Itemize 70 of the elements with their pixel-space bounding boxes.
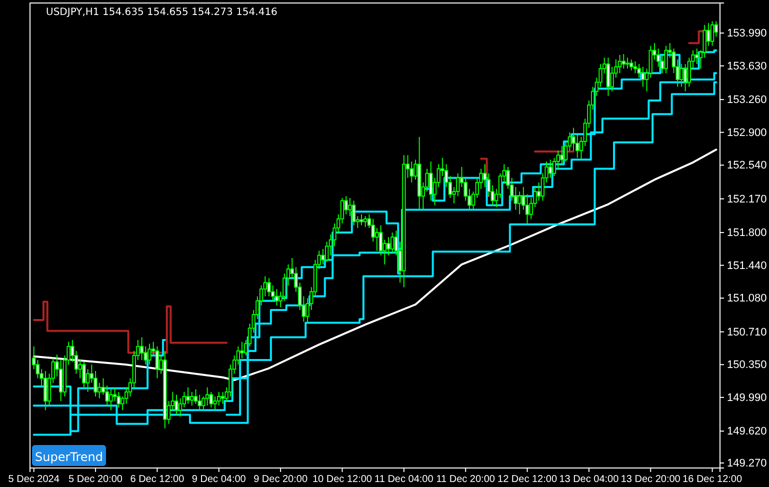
candlestick bbox=[390, 232, 394, 254]
x-tick-label: 13 Dec 04:00 bbox=[559, 474, 620, 486]
candlestick bbox=[633, 60, 638, 74]
candlestick bbox=[213, 396, 217, 411]
candlestick bbox=[606, 57, 610, 96]
annotation: SuperTrend bbox=[35, 450, 103, 464]
candlestick bbox=[267, 278, 271, 297]
candlestick bbox=[710, 20, 714, 46]
x-tick-label: 5 Dec 20:00 bbox=[68, 474, 123, 486]
candlestick bbox=[360, 214, 364, 226]
y-tick-label: 153.630 bbox=[727, 60, 767, 72]
y-tick-label: 150.350 bbox=[727, 359, 767, 372]
candlestick bbox=[98, 382, 102, 399]
candlestick bbox=[190, 391, 194, 406]
x-tick-label: 6 Dec 12:00 bbox=[130, 474, 185, 486]
candlestick bbox=[109, 388, 113, 411]
candlestick bbox=[536, 182, 541, 202]
y-tick-label: 151.800 bbox=[727, 227, 767, 240]
x-tick-label: 16 Dec 12:00 bbox=[682, 474, 742, 486]
y-tick-label: 150.710 bbox=[727, 326, 767, 338]
candlestick bbox=[664, 45, 668, 74]
candlestick bbox=[321, 248, 325, 265]
x-tick-label: 9 Dec 20:00 bbox=[254, 474, 308, 486]
y-tick-label: 149.620 bbox=[727, 426, 767, 438]
candlestick bbox=[140, 336, 144, 361]
candlestick bbox=[683, 64, 688, 92]
x-tick-label: 5 Dec 2024 bbox=[8, 474, 60, 486]
candlestick bbox=[217, 391, 221, 406]
candlestick bbox=[429, 160, 433, 202]
candlestick bbox=[274, 288, 279, 306]
candlestick bbox=[518, 191, 522, 215]
candlestick bbox=[155, 346, 160, 379]
y-tick-label: 152.540 bbox=[727, 160, 767, 172]
candlestick bbox=[680, 64, 684, 88]
candlestick bbox=[695, 48, 699, 65]
chart-title: USDJPY,H1 154.635 154.655 154.273 154.416 bbox=[46, 7, 278, 18]
candlestick bbox=[240, 341, 244, 359]
candlestick bbox=[629, 58, 634, 71]
x-tick-label: 10 Dec 12:00 bbox=[312, 474, 372, 486]
x-tick-label: 12 Dec 12:00 bbox=[498, 474, 558, 486]
y-tick-label: 153.990 bbox=[727, 28, 767, 40]
y-tick-label: 149.990 bbox=[727, 392, 767, 404]
x-tick-label: 11 Dec 04:00 bbox=[374, 474, 434, 486]
candlestick bbox=[186, 386, 190, 404]
y-tick-label: 153.260 bbox=[727, 94, 767, 106]
candlestick bbox=[375, 227, 379, 252]
y-tick-label: 151.440 bbox=[727, 260, 767, 272]
candlestick bbox=[220, 391, 225, 404]
candlestick bbox=[209, 391, 214, 408]
y-tick-label: 152.900 bbox=[727, 126, 767, 139]
y-tick-label: 152.170 bbox=[727, 193, 767, 206]
y-tick-label: 149.270 bbox=[727, 458, 767, 470]
candlestick bbox=[148, 343, 152, 366]
candlestick bbox=[641, 66, 645, 88]
candlestick bbox=[205, 386, 210, 406]
candlestick bbox=[386, 236, 390, 256]
candlestick bbox=[44, 370, 48, 411]
x-tick-label: 11 Dec 20:00 bbox=[436, 474, 496, 486]
candlestick bbox=[364, 216, 368, 228]
candlestick bbox=[622, 54, 626, 70]
candlestick bbox=[548, 159, 552, 178]
x-tick-label: 13 Dec 20:00 bbox=[620, 474, 681, 486]
candlestick bbox=[626, 57, 630, 70]
candlestick bbox=[352, 200, 356, 226]
candlestick bbox=[560, 146, 564, 165]
candlestick bbox=[174, 394, 178, 416]
x-tick-label: 9 Dec 04:00 bbox=[192, 474, 246, 486]
candlestick bbox=[618, 54, 622, 74]
candlestick bbox=[116, 391, 121, 408]
y-tick-label: 151.080 bbox=[727, 292, 767, 305]
